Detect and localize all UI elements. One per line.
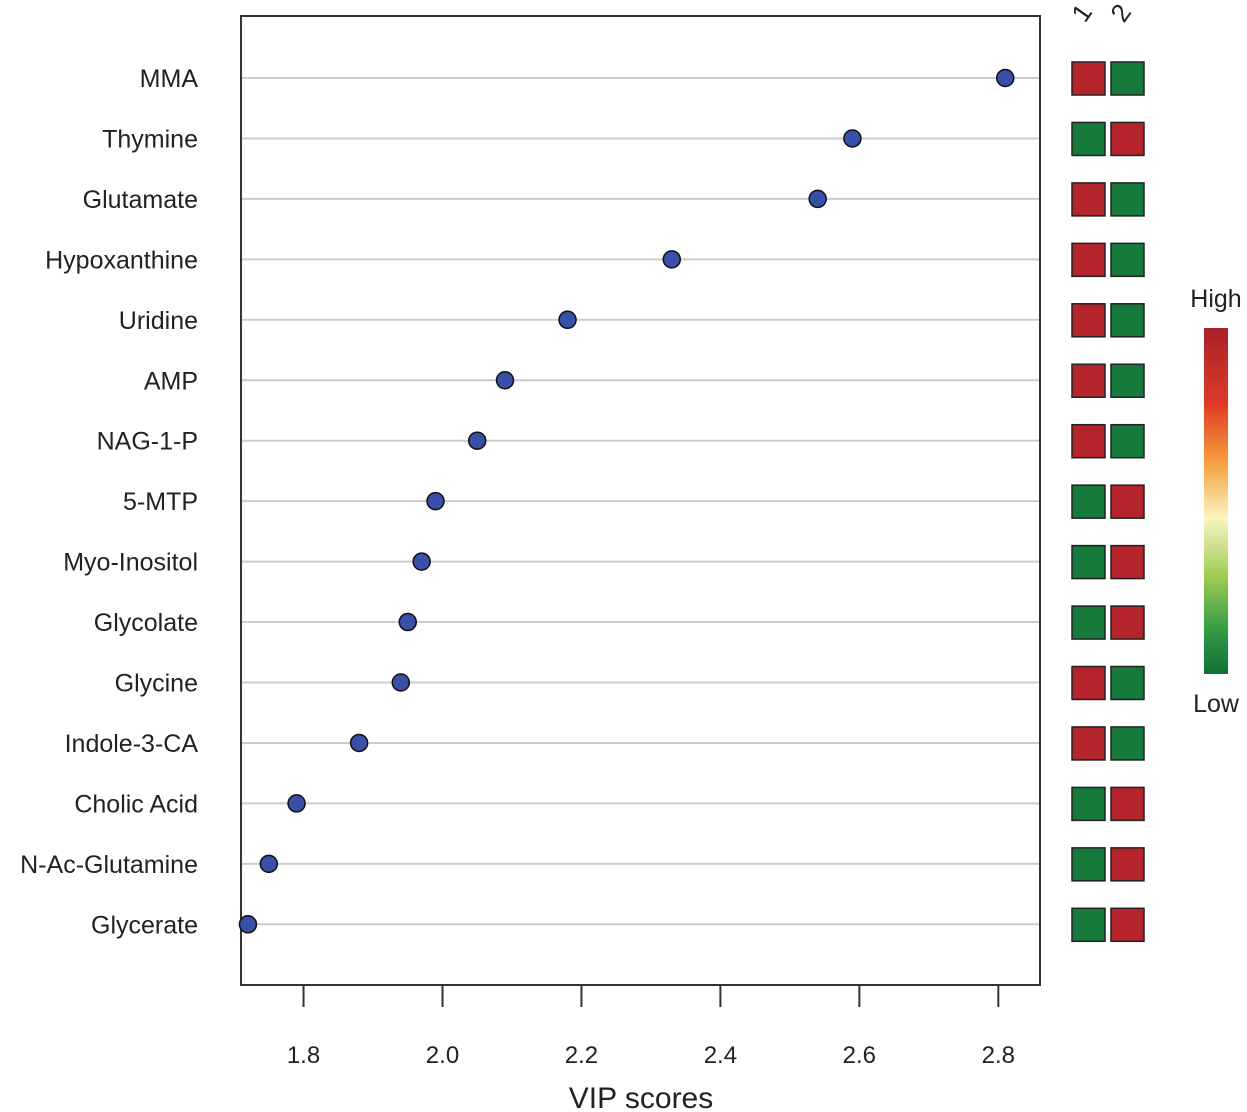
heatmap-cell: [1071, 61, 1106, 96]
heatmap-cell: [1110, 423, 1145, 459]
heatmap-cell: [1110, 726, 1145, 761]
category-label: Glycine: [115, 670, 198, 698]
data-point: [558, 310, 577, 330]
x-axis: 1.8 2.0 2.2 2.4 2.6 2.8: [287, 985, 1015, 1069]
heatmap-cell: [1071, 242, 1106, 278]
data-point: [467, 431, 487, 450]
data-point: [495, 371, 515, 390]
x-tick-label: 2.8: [982, 1042, 1015, 1069]
heatmap-column-label: 1: [1065, 0, 1098, 27]
heatmap-cell: [1071, 726, 1106, 761]
heatmap-cell: [1071, 544, 1106, 580]
x-axis-title: VIP scores: [569, 1082, 714, 1112]
heatmap-cell: [1110, 665, 1145, 701]
heatmap-cell: [1110, 303, 1145, 338]
color-legend: High Low: [1190, 285, 1241, 718]
heatmap-cell: [1110, 847, 1145, 882]
heatmap-cell: [1071, 182, 1106, 217]
heatmap-column-label: 2: [1104, 0, 1137, 27]
category-label: Glycolate: [94, 609, 198, 637]
legend-high-label: High: [1190, 285, 1241, 313]
heatmap-cell: [1110, 363, 1145, 398]
category-label: Glutamate: [83, 186, 198, 214]
heatmap-cell: [1110, 61, 1145, 96]
category-label: Myo-Inositol: [63, 549, 198, 577]
heatmap-cell: [1110, 544, 1145, 580]
heatmap-cell: [1110, 242, 1145, 278]
data-points: [238, 68, 1015, 934]
x-tick-label: 2.6: [843, 1042, 876, 1069]
heatmap-cell: [1110, 484, 1145, 519]
heatmap-cell: [1110, 907, 1145, 943]
data-point: [398, 612, 417, 632]
heatmap-cell: [1071, 786, 1106, 822]
data-point: [808, 189, 827, 209]
heatmap-cell: [1071, 907, 1106, 943]
heatmap-cell: [1071, 605, 1106, 640]
category-label: NAG-1-P: [97, 428, 198, 456]
heatmap-cell: [1110, 182, 1145, 217]
category-label: Hypoxanthine: [45, 246, 198, 274]
category-label: 5-MTP: [123, 488, 198, 516]
x-tick-label: 2.4: [704, 1042, 737, 1069]
data-point: [349, 733, 369, 753]
heatmap-cell: [1110, 121, 1145, 157]
grid-lines: [241, 77, 1040, 926]
data-point: [238, 915, 258, 934]
legend-low-label: Low: [1193, 690, 1240, 718]
category-label: Uridine: [119, 307, 198, 335]
data-point: [426, 491, 445, 511]
category-label: AMP: [144, 367, 198, 395]
x-tick-label: 1.8: [287, 1042, 320, 1069]
heatmap-cell: [1071, 303, 1106, 338]
data-point: [287, 794, 306, 813]
plot-frame: [240, 15, 1041, 986]
heatmap-cell: [1071, 423, 1106, 459]
category-label: MMA: [140, 65, 199, 93]
heatmap-cell: [1071, 484, 1106, 519]
heatmap-cell: [1110, 786, 1145, 822]
data-point: [996, 68, 1015, 88]
heatmap-cell: [1071, 665, 1106, 701]
x-tick-label: 2.0: [426, 1042, 459, 1069]
heatmap-cell: [1071, 121, 1106, 157]
category-label: Indole-3-CA: [65, 730, 199, 758]
category-label: Glycerate: [91, 911, 198, 939]
legend-gradient-bar: [1204, 328, 1228, 674]
data-point: [391, 673, 411, 692]
category-labels: MMA Thymine Glutamate Hypoxanthine Uridine AM…: [20, 65, 198, 939]
heatmap-cell: [1071, 847, 1106, 882]
heatmap-cell: [1071, 363, 1106, 398]
category-label: Thymine: [102, 125, 198, 153]
data-point: [412, 552, 431, 571]
category-label: Cholic Acid: [74, 790, 198, 818]
data-point: [843, 129, 862, 148]
category-label: N-Ac-Glutamine: [20, 851, 198, 879]
data-point: [662, 250, 682, 269]
data-point: [259, 854, 279, 874]
x-tick-label: 2.2: [565, 1042, 598, 1069]
heatmap-cell: [1110, 605, 1145, 640]
